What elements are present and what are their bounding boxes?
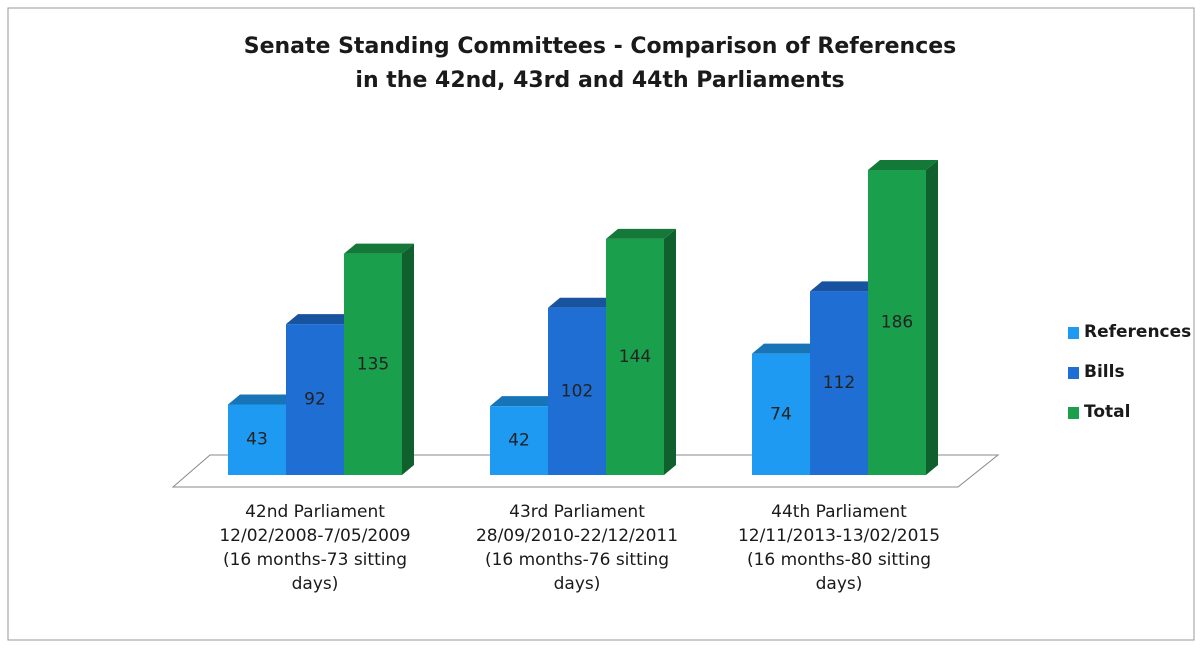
bar-side: [664, 228, 676, 475]
data-label: 112: [823, 373, 855, 393]
bar-front: [344, 253, 402, 475]
bar-front: [752, 353, 810, 475]
bar-top: [868, 159, 938, 170]
bar-top: [606, 228, 676, 239]
bars: 43 92 135 42 102 144 74 112 186: [228, 159, 1079, 475]
bar: [606, 228, 676, 475]
legend-label: Total: [1084, 402, 1131, 422]
bar-top: [286, 314, 356, 325]
legend-swatch: [1068, 327, 1079, 339]
bar-front: [868, 169, 926, 475]
data-label: 135: [357, 354, 389, 374]
data-label: 186: [881, 312, 913, 332]
bar-top: [344, 243, 414, 254]
bar: [344, 243, 414, 475]
bar-front: [810, 291, 868, 475]
x-tick-label: 44th Parliament 12/11/2013-13/02/2015 (1…: [737, 502, 941, 594]
bar-front: [548, 307, 606, 475]
data-label: 42: [508, 431, 530, 451]
bar-side: [402, 243, 414, 475]
x-tick-label: 42nd Parliament 12/02/2008-7/05/2009 (16…: [219, 502, 411, 594]
legend-label: References: [1084, 322, 1192, 342]
frame: [7, 7, 1195, 641]
legend-swatch: [1068, 407, 1079, 419]
data-label: 102: [561, 381, 593, 401]
bar-side: [926, 159, 938, 475]
bar-top: [810, 281, 880, 292]
x-tick-label: 43rd Parliament 28/09/2010-22/12/2011 (1…: [475, 502, 679, 594]
bar: [868, 159, 938, 475]
data-label: 92: [304, 390, 326, 410]
data-label: 43: [246, 430, 268, 450]
bar-top: [752, 343, 822, 354]
data-label: 74: [770, 404, 792, 424]
bar-front: [286, 324, 344, 475]
bar-top: [490, 396, 560, 407]
legend-swatch: [1068, 367, 1079, 379]
legend-label: Bills: [1084, 362, 1125, 382]
data-label: 144: [619, 347, 651, 367]
chart-title: Senate Standing Committees - Comparison …: [243, 34, 957, 93]
bar-front: [606, 238, 664, 475]
bar-front: [490, 406, 548, 475]
bar-top: [228, 394, 298, 405]
bar-front: [228, 404, 286, 475]
bar-top: [548, 297, 618, 308]
